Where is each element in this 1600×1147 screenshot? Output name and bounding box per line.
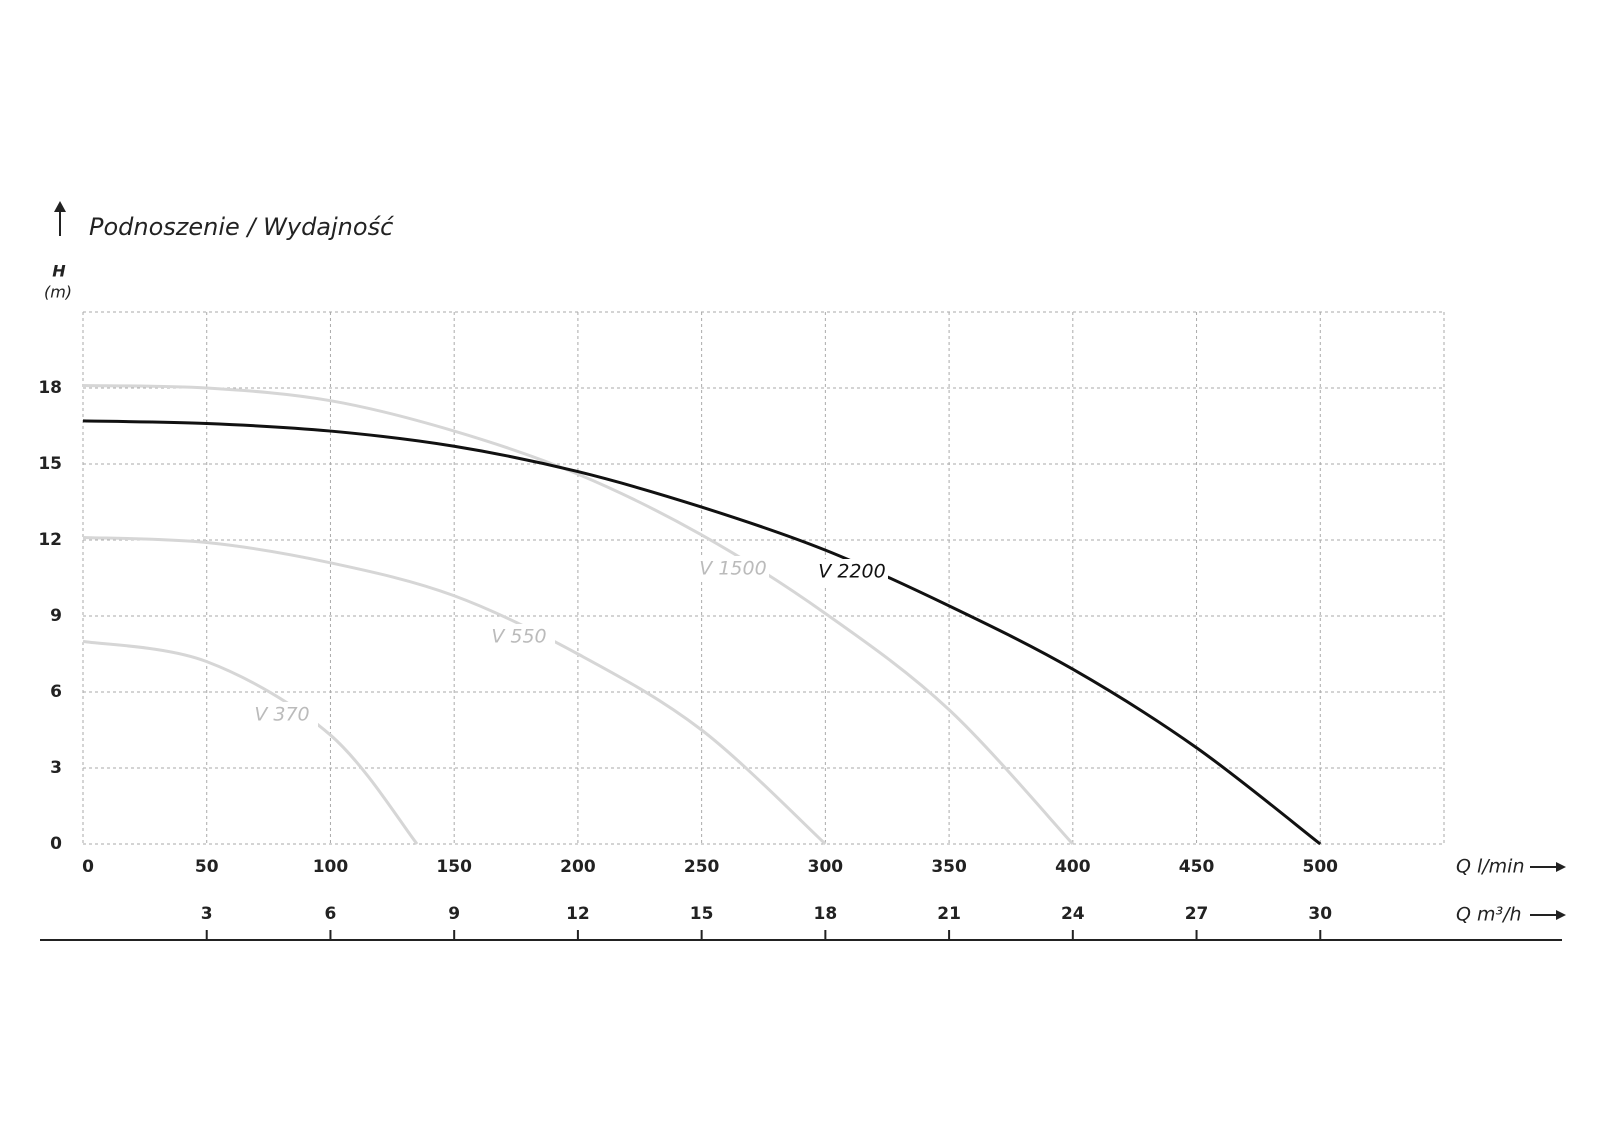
series-label: V 370 [254, 704, 309, 726]
x2-tick-label: 18 [814, 904, 838, 924]
lines [82, 383, 1322, 846]
x-tick-label: 200 [560, 857, 596, 877]
series-label: V 2200 [818, 561, 885, 583]
y-unit: (m) [44, 283, 72, 302]
x-tick-label: 500 [1303, 857, 1339, 877]
x2-tick-label: 9 [448, 904, 460, 924]
chart-title: Podnoszenie / Wydajność [89, 213, 394, 241]
axis-arrow-head [54, 201, 66, 212]
x-tick-label: 350 [931, 857, 967, 877]
y-label: H [52, 262, 66, 281]
grid: 0 3 6 9 12 15 18 0 50 100 150 200 250 300 350 400 450 500… [38, 311, 1445, 940]
x-tick-label: 450 [1179, 857, 1215, 877]
axis-arrow-head [1556, 862, 1566, 872]
x-tick-label: 0 [82, 857, 94, 877]
y-tick-label: 9 [50, 606, 62, 626]
x2-tick-label: 27 [1185, 904, 1209, 924]
x-tick-label: 100 [313, 857, 349, 877]
series-line [82, 535, 827, 846]
series-label-bg [816, 559, 888, 585]
x-tick-label: 150 [436, 857, 472, 877]
y-tick-label: 6 [50, 682, 62, 702]
y-tick-label: 0 [50, 834, 62, 854]
x-tick-label: 300 [808, 857, 844, 877]
series-labels: V 370 V 550 V 1500 V 2200 [246, 556, 888, 728]
axis-arrow-head [1556, 910, 1566, 920]
series-label-bg [697, 556, 769, 582]
x2-tick-label: 15 [690, 904, 714, 924]
x2-tick-label: 3 [201, 904, 213, 924]
x-tick-label: 250 [684, 857, 720, 877]
x-tick-label: 400 [1055, 857, 1091, 877]
x-tick-label: 50 [195, 857, 219, 877]
series-label: V 550 [491, 626, 546, 648]
series-label-bg [246, 702, 318, 728]
x-label: Q l/min [1456, 856, 1525, 878]
x2-tick-label: 24 [1061, 904, 1085, 924]
y-tick-label: 15 [38, 454, 62, 474]
series-label-bg [483, 624, 555, 650]
x2-label: Q m³/h [1456, 904, 1522, 926]
x2-tick-label: 30 [1308, 904, 1332, 924]
x2-tick-label: 12 [566, 904, 590, 924]
series-label: V 1500 [699, 558, 766, 580]
series-line [82, 383, 1074, 846]
y-tick-label: 18 [38, 378, 62, 398]
x2-tick-label: 21 [937, 904, 961, 924]
y-tick-label: 3 [50, 758, 62, 778]
y-tick-label: 12 [38, 530, 62, 550]
x2-tick-label: 6 [325, 904, 337, 924]
series-line [82, 419, 1322, 846]
series-line [82, 639, 419, 845]
